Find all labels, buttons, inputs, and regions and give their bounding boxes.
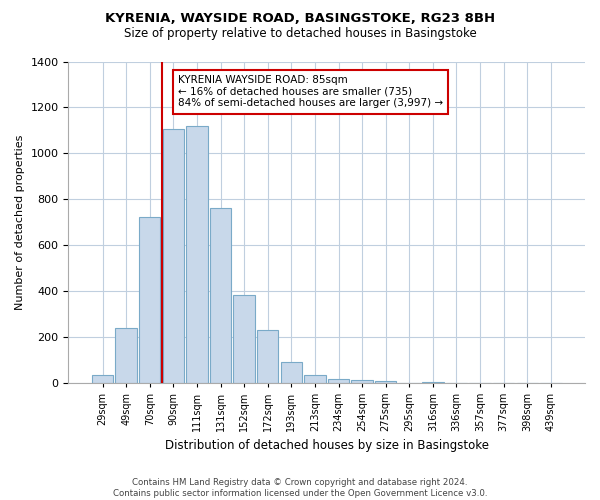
Bar — [186, 126, 208, 382]
Bar — [281, 362, 302, 382]
Bar — [257, 330, 278, 382]
Text: Contains HM Land Registry data © Crown copyright and database right 2024.
Contai: Contains HM Land Registry data © Crown c… — [113, 478, 487, 498]
Bar — [233, 296, 255, 382]
Bar — [210, 208, 231, 382]
Bar — [304, 376, 326, 382]
Bar — [92, 374, 113, 382]
Bar — [352, 380, 373, 382]
Bar — [163, 129, 184, 382]
Text: Size of property relative to detached houses in Basingstoke: Size of property relative to detached ho… — [124, 28, 476, 40]
Bar — [139, 218, 160, 382]
Y-axis label: Number of detached properties: Number of detached properties — [15, 134, 25, 310]
Text: KYRENIA, WAYSIDE ROAD, BASINGSTOKE, RG23 8BH: KYRENIA, WAYSIDE ROAD, BASINGSTOKE, RG23… — [105, 12, 495, 24]
X-axis label: Distribution of detached houses by size in Basingstoke: Distribution of detached houses by size … — [165, 440, 489, 452]
Bar — [328, 378, 349, 382]
Bar — [115, 328, 137, 382]
Text: KYRENIA WAYSIDE ROAD: 85sqm
← 16% of detached houses are smaller (735)
84% of se: KYRENIA WAYSIDE ROAD: 85sqm ← 16% of det… — [178, 76, 443, 108]
